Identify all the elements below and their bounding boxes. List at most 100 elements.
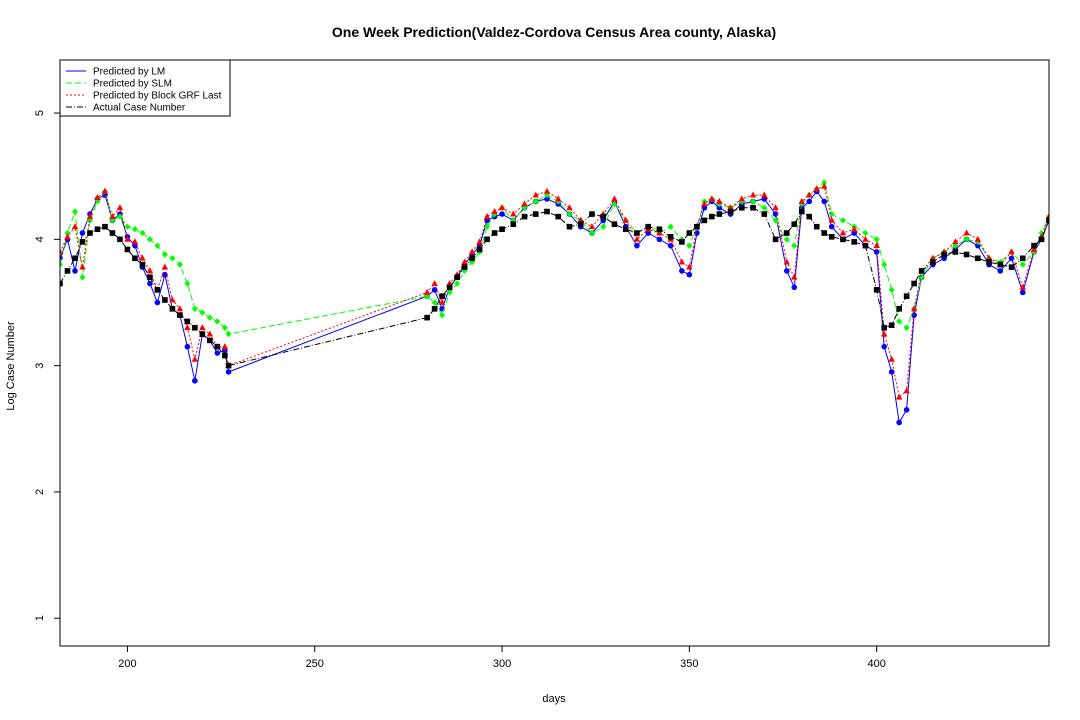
series-3-point [709, 213, 715, 220]
series-3-point [124, 246, 131, 253]
series-3-point [214, 343, 221, 350]
series-2-point [974, 235, 982, 242]
series-2-point [109, 213, 116, 220]
series-3-point [952, 249, 959, 255]
series-1-point [600, 223, 607, 230]
x-axis: 200 250 300 350 400 [118, 646, 886, 670]
series-2-point [510, 210, 517, 217]
series-3-point [772, 236, 779, 243]
series-3-point [1008, 264, 1015, 270]
series-2-point [176, 305, 184, 312]
series-1-point [963, 236, 970, 243]
series-0-point [903, 407, 910, 413]
series-1-point [873, 236, 880, 243]
series-1-point [60, 261, 63, 268]
series-0-point [154, 299, 161, 306]
x-axis-label: days [542, 693, 566, 705]
series-2-point [498, 204, 506, 211]
series-1-point [783, 236, 790, 243]
series-3-point [783, 230, 790, 236]
series-2-point [483, 213, 491, 220]
series-1-point [131, 226, 138, 233]
series-3-point [139, 261, 146, 268]
series-2-point [839, 229, 847, 236]
series-3-point [589, 211, 595, 217]
x-tick-label: 350 [680, 658, 698, 670]
series-1-point [94, 198, 101, 205]
series-2-point [476, 238, 483, 245]
series-0-point [72, 268, 78, 274]
series-3-point [918, 268, 925, 274]
series-3-point [102, 223, 108, 230]
series-2-point [577, 216, 584, 223]
series-2-point [798, 197, 805, 204]
series-3-point [577, 221, 584, 227]
y-tick-label: 2 [34, 489, 46, 495]
series-3-point [177, 312, 183, 318]
legend-label: Predicted by LM [93, 67, 165, 78]
series-0-point [79, 230, 86, 236]
series-2-point [910, 305, 918, 312]
series-3-point [1038, 236, 1045, 243]
series-3-point [117, 236, 123, 243]
series-3-point [154, 287, 161, 293]
series-layer [60, 179, 1049, 426]
series-3-point [94, 226, 101, 233]
series-2-point [521, 200, 528, 207]
series-3-point [761, 211, 768, 217]
series-2-point [686, 263, 693, 270]
series-3-point [716, 211, 723, 217]
series-1-point [738, 198, 745, 205]
series-1-point [139, 229, 146, 237]
series-3-point [873, 287, 880, 293]
series-1-point [588, 229, 595, 237]
series-2-point [199, 324, 206, 331]
series-3-point [225, 362, 232, 369]
series-1-point [146, 236, 153, 243]
series-2-point [749, 191, 757, 198]
series-0-point [1019, 289, 1026, 296]
legend-label: Actual Case Number [93, 103, 186, 114]
series-3-point [544, 208, 550, 215]
series-3-point [840, 236, 846, 243]
series-2-point [880, 330, 888, 337]
series-3-point [184, 318, 191, 325]
series-1-point [446, 289, 453, 296]
series-0-point [911, 312, 917, 318]
series-2-point [79, 263, 86, 270]
series-1-point [79, 274, 86, 281]
series-0-point [667, 242, 674, 249]
series-1-point [566, 210, 573, 218]
series-3-point [750, 204, 756, 211]
series-2-point [124, 235, 131, 242]
series-1-point [124, 223, 131, 230]
series-0-point [192, 377, 198, 384]
chart-title: One Week Prediction(Valdez-Cordova Censu… [332, 24, 776, 40]
series-0-point [873, 249, 880, 255]
series-3-point [813, 223, 820, 230]
x-tick-label: 400 [867, 658, 885, 670]
series-2-point [952, 238, 959, 245]
series-0-point [716, 204, 723, 211]
series-3-point [600, 213, 607, 220]
series-2-point [850, 225, 858, 232]
series-0-point [806, 198, 813, 205]
series-3-point [611, 221, 618, 227]
series-1-point [896, 318, 903, 325]
series-3-point [851, 239, 857, 245]
series-3-point [162, 297, 168, 303]
series-1-point [154, 242, 161, 249]
series-3-point [862, 242, 869, 249]
series-2-point [423, 288, 431, 295]
y-axis-label: Log Case Number [5, 321, 17, 411]
y-tick-label: 5 [34, 110, 46, 116]
series-2-point [895, 393, 903, 400]
series-3-point [222, 352, 228, 359]
series-3-point [207, 337, 213, 344]
series-1-point [667, 223, 674, 230]
series-0-point [821, 198, 828, 205]
series-2-point [543, 187, 551, 194]
series-2-point [783, 258, 790, 265]
series-1-point [821, 179, 828, 186]
